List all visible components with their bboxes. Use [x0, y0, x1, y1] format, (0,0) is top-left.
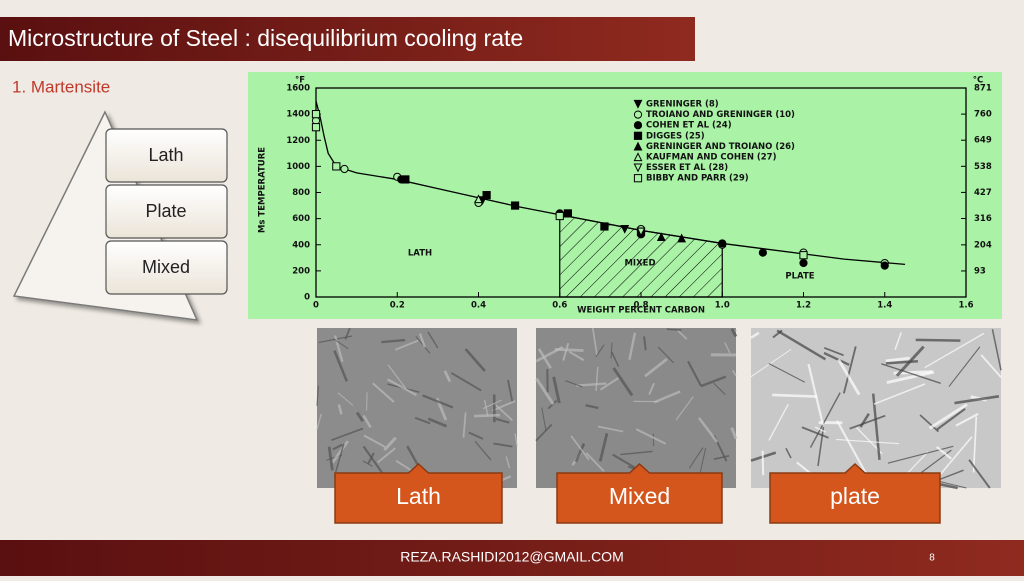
x-tick-label: 1.2 — [796, 301, 811, 311]
x-axis-label: WEIGHT PERCENT CARBON — [577, 306, 705, 316]
x-tick-label: 1.0 — [715, 301, 730, 311]
footer-email: REZA.RASHIDI2012@GMAIL.COM — [400, 549, 624, 565]
x-tick-label: 0.2 — [390, 301, 405, 311]
legend-marker — [634, 132, 641, 139]
x-tick-label: 1.4 — [877, 301, 892, 311]
data-point — [333, 163, 340, 170]
data-point — [483, 192, 490, 199]
legend-label: KAUFMAN AND COHEN (27) — [646, 153, 777, 163]
y-tick-label: 0 — [304, 293, 310, 303]
data-point — [312, 124, 319, 131]
legend-label: GRENINGER (8) — [646, 100, 719, 110]
legend-label: BIBBY AND PARR (29) — [646, 174, 749, 184]
y-axis-label: Ms TEMPERATURE — [258, 147, 268, 233]
pyramid-label: Lath — [148, 145, 183, 165]
data-point — [556, 212, 563, 219]
y-tick-label: 1400 — [286, 110, 310, 120]
micrograph-texture — [667, 329, 682, 330]
x-tick-label: 0.6 — [552, 301, 567, 311]
y2-tick-label: 316 — [974, 214, 992, 224]
y-tick-label: 1200 — [286, 136, 310, 146]
y-tick-label: 600 — [292, 214, 310, 224]
page-number: 8 — [929, 553, 935, 564]
data-point — [312, 111, 319, 118]
micrograph-label: Mixed — [609, 483, 670, 509]
legend-label: GRENINGER AND TROIANO (26) — [646, 142, 795, 152]
y-tick-label: 1000 — [286, 162, 310, 172]
micrograph-texture — [916, 340, 961, 341]
y-tick-label: 400 — [292, 240, 310, 250]
micrograph-label: Lath — [396, 483, 441, 509]
y-tick-label: 800 — [292, 188, 310, 198]
y2-tick-label: 427 — [974, 188, 992, 198]
micrograph-texture — [474, 415, 500, 416]
region-label: MIXED — [624, 259, 655, 269]
region-label: LATH — [408, 249, 432, 259]
data-point — [800, 252, 807, 259]
legend-marker — [634, 122, 641, 129]
y2-tick-label: 760 — [974, 110, 992, 120]
data-point — [564, 210, 571, 217]
data-point — [800, 259, 807, 266]
data-point — [719, 240, 726, 247]
slide-title: Microstructure of Steel : disequilibrium… — [8, 25, 523, 51]
data-point — [601, 223, 608, 230]
legend-label: COHEN ET AL (24) — [646, 121, 732, 131]
y2-tick-label: 538 — [974, 162, 992, 172]
x-tick-label: 1.6 — [958, 301, 973, 311]
x-tick-label: 0.4 — [471, 301, 486, 311]
data-point — [881, 262, 888, 269]
micrograph-texture — [763, 451, 764, 475]
pyramid-label: Mixed — [142, 257, 190, 277]
y2-tick-label: 649 — [974, 136, 992, 146]
data-point — [402, 176, 409, 183]
y-tick-label: 200 — [292, 266, 310, 276]
data-point — [341, 165, 348, 172]
region-label: PLATE — [785, 272, 814, 282]
data-point — [759, 249, 766, 256]
legend-label: DIGGES (25) — [646, 131, 705, 141]
pyramid-label: Plate — [145, 201, 186, 221]
subtitle: 1. Martensite — [12, 77, 110, 96]
data-point — [511, 202, 518, 209]
y2-tick-label: 93 — [974, 266, 986, 276]
y2-unit: °C — [973, 76, 984, 86]
y2-tick-label: 204 — [974, 240, 992, 250]
micrograph-texture — [772, 395, 817, 397]
legend-label: TROIANO AND GRENINGER (10) — [646, 110, 795, 120]
y-unit: °F — [295, 76, 305, 86]
x-tick-label: 0 — [313, 301, 319, 311]
micrograph-texture — [367, 392, 368, 410]
legend-label: ESSER ET AL (28) — [646, 163, 728, 173]
micrograph-label: plate — [830, 483, 880, 509]
